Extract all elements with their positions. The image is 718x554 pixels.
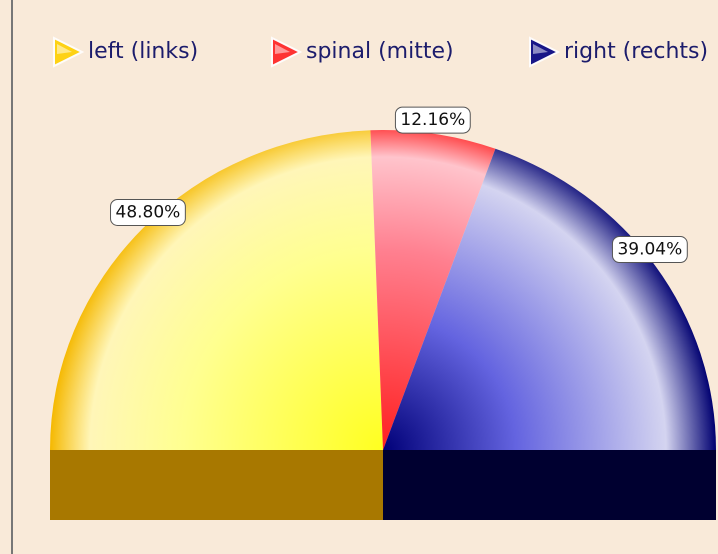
value-label: 12.16% [400, 110, 465, 130]
label-box [110, 198, 186, 226]
legend-icon-shine [533, 44, 548, 54]
value-label: 39.04% [617, 240, 682, 260]
legend-label: spinal (mitte) [306, 39, 454, 64]
legend-icon-shine [57, 44, 72, 54]
legend-label: right (rechts) [564, 39, 708, 64]
slice [50, 130, 383, 451]
value-label: 48.80% [116, 202, 181, 222]
legend-icon-shine [275, 44, 290, 54]
slice [370, 130, 496, 451]
label-box [394, 106, 471, 134]
base-left [50, 450, 383, 520]
base-right [383, 450, 716, 520]
label-box [611, 236, 688, 264]
legend-label: left (links) [88, 39, 198, 64]
slice [383, 148, 716, 451]
